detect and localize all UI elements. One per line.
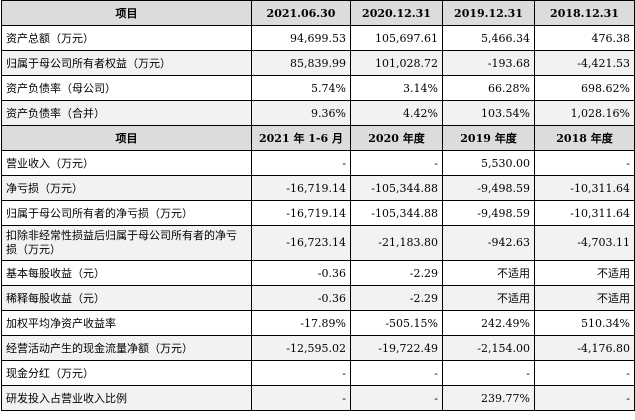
- row-label: 研发投入占营业收入比例: [1, 385, 252, 411]
- table-row: 经营活动产生的现金流量净额（万元） -12,595.02 -19,722.49 -2,…: [1, 335, 635, 361]
- row-label: 基本每股收益（元）: [1, 260, 252, 286]
- header-cell: 2020.12.31: [350, 0, 443, 26]
- value-cell: -17.89%: [251, 310, 351, 336]
- value-cell: 242.49%: [442, 310, 535, 336]
- value-cell: -16,719.14: [251, 175, 351, 201]
- value-cell: -: [251, 150, 351, 176]
- value-cell: 5,466.34: [442, 25, 535, 51]
- value-cell: -0.36: [251, 285, 351, 311]
- value-cell: -: [534, 150, 635, 176]
- value-cell: -105,344.88: [350, 200, 443, 226]
- value-cell: 5,530.00: [442, 150, 535, 176]
- value-cell: 5.74%: [251, 75, 351, 101]
- row-label: 归属于母公司所有者的净亏损（万元）: [1, 200, 252, 226]
- value-cell: -2.29: [350, 285, 443, 311]
- table-row: 归属于母公司所有者权益（万元） 85,839.99 101,028.72 -193.6…: [1, 50, 635, 76]
- value-cell: 9.36%: [251, 100, 351, 126]
- value-cell: 94,699.53: [251, 25, 351, 51]
- value-cell: -: [251, 385, 351, 411]
- value-cell: 476.38: [534, 25, 635, 51]
- value-cell: -: [350, 150, 443, 176]
- value-cell: 85,839.99: [251, 50, 351, 76]
- header-cell: 2020 年度: [350, 125, 443, 151]
- row-label: 净亏损（万元）: [1, 175, 252, 201]
- row-label: 现金分红（万元）: [1, 360, 252, 386]
- header-cell: 项目: [1, 125, 252, 151]
- header-cell: 2018 年度: [534, 125, 635, 151]
- row-label: 归属于母公司所有者权益（万元）: [1, 50, 252, 76]
- value-cell: 103.54%: [442, 100, 535, 126]
- header-cell: 2021 年 1-6 月: [251, 125, 351, 151]
- row-label: 扣除非经常性损益后归属于母公司所有者的净亏损（万元）: [1, 225, 252, 261]
- row-label: 资产总额（万元）: [1, 25, 252, 51]
- value-cell: 1,028.16%: [534, 100, 635, 126]
- header-cell: 2019.12.31: [442, 0, 535, 26]
- value-cell: -10,311.64: [534, 200, 635, 226]
- value-cell: -16,723.14: [251, 225, 351, 261]
- table-row: 研发投入占营业收入比例 - -239.77% -: [1, 385, 635, 411]
- value-cell: -942.63: [442, 225, 535, 261]
- row-label: 资产负债率（母公司）: [1, 75, 252, 101]
- value-cell: -: [534, 385, 635, 411]
- table1-header-row: 项目 2021.06.30 2020.12.31 2019.12.31 2018.12.…: [1, 0, 635, 26]
- value-cell: -4,421.53: [534, 50, 635, 76]
- value-cell: -19,722.49: [350, 335, 443, 361]
- value-cell: 105,697.61: [350, 25, 443, 51]
- table-row: 资产负债率（合并） 9.36% 4.42% 103.54% 1,028.16%: [1, 100, 635, 126]
- table-row: 资产负债率（母公司） 5.74% 3.14% 66.28% 698.62%: [1, 75, 635, 101]
- row-label: 加权平均净资产收益率: [1, 310, 252, 336]
- value-cell: -: [534, 360, 635, 386]
- table-row: 营业收入（万元） - -5,530.00-: [1, 150, 635, 176]
- value-cell: -: [350, 360, 443, 386]
- table-row: 扣除非经常性损益后归属于母公司所有者的净亏损（万元） -16,723.14 -21,…: [1, 225, 635, 261]
- header-cell: 项目: [1, 0, 252, 26]
- value-cell: 698.62%: [534, 75, 635, 101]
- value-cell: 不适用: [442, 285, 535, 311]
- value-cell: -9,498.59: [442, 200, 535, 226]
- value-cell: -: [251, 360, 351, 386]
- financial-summary-table: 项目 2021.06.30 2020.12.31 2019.12.31 2018.12.…: [1, 0, 635, 411]
- value-cell: 3.14%: [350, 75, 443, 101]
- value-cell: -0.36: [251, 260, 351, 286]
- value-cell: 101,028.72: [350, 50, 443, 76]
- value-cell: 239.77%: [442, 385, 535, 411]
- table-row: 加权平均净资产收益率 -17.89% -505.15% 242.49% 510.34%: [1, 310, 635, 336]
- value-cell: -12,595.02: [251, 335, 351, 361]
- value-cell: -9,498.59: [442, 175, 535, 201]
- value-cell: 不适用: [534, 260, 635, 286]
- table-row: 现金分红（万元） - - - -: [1, 360, 635, 386]
- value-cell: -: [442, 360, 535, 386]
- value-cell: 不适用: [534, 285, 635, 311]
- value-cell: 4.42%: [350, 100, 443, 126]
- header-cell: 2018.12.31: [534, 0, 635, 26]
- value-cell: -: [350, 385, 443, 411]
- table2-header-row: 项目 2021 年 1-6 月 2020 年度 2019 年度 2018 年度: [1, 125, 635, 151]
- value-cell: -10,311.64: [534, 175, 635, 201]
- value-cell: -4,703.11: [534, 225, 635, 261]
- table-row: 资产总额（万元） 94,699.53 105,697.61 5,466.34 476.3…: [1, 25, 635, 51]
- row-label: 经营活动产生的现金流量净额（万元）: [1, 335, 252, 361]
- table-row: 净亏损（万元） -16,719.14 -105,344.88 -9,498.59 -10…: [1, 175, 635, 201]
- value-cell: -4,176.80: [534, 335, 635, 361]
- table-row: 基本每股收益（元） -0.36 -2.29 不适用 不适用: [1, 260, 635, 286]
- row-label: 营业收入（万元）: [1, 150, 252, 176]
- header-cell: 2019 年度: [442, 125, 535, 151]
- value-cell: -505.15%: [350, 310, 443, 336]
- table-row: 归属于母公司所有者的净亏损（万元） -16,719.14 -105,344.88 -9…: [1, 200, 635, 226]
- value-cell: -21,183.80: [350, 225, 443, 261]
- header-cell: 2021.06.30: [251, 0, 351, 26]
- value-cell: -16,719.14: [251, 200, 351, 226]
- value-cell: 不适用: [442, 260, 535, 286]
- value-cell: -105,344.88: [350, 175, 443, 201]
- value-cell: -2,154.00: [442, 335, 535, 361]
- table-row: 稀释每股收益（元） -0.36 -2.29 不适用 不适用: [1, 285, 635, 311]
- value-cell: 510.34%: [534, 310, 635, 336]
- value-cell: 66.28%: [442, 75, 535, 101]
- row-label: 资产负债率（合并）: [1, 100, 252, 126]
- value-cell: -2.29: [350, 260, 443, 286]
- value-cell: -193.68: [442, 50, 535, 76]
- row-label: 稀释每股收益（元）: [1, 285, 252, 311]
